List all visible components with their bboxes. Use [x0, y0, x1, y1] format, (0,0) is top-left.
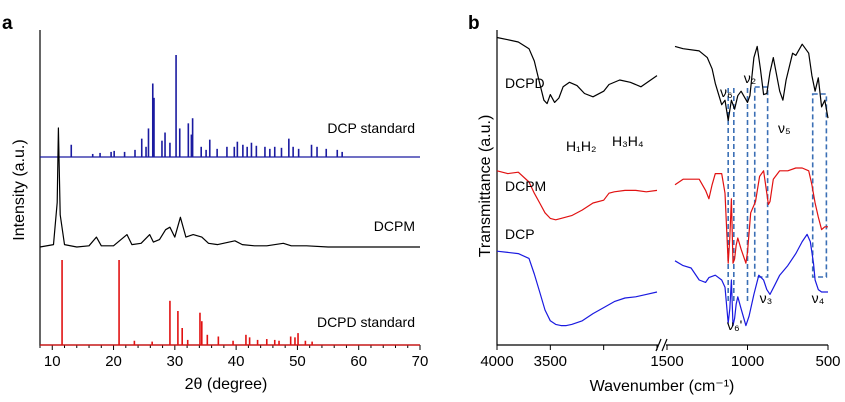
band-label-6: ν₆' — [727, 317, 742, 333]
panel-b-x-tick-label: 1000 — [731, 353, 764, 370]
band-label-2: ν₂ — [744, 70, 756, 86]
panel-b-band-labels: H₁H₂ H₃H₄ ν₆ ν₆' ν₂ ν₃ ν₅ ν₄ — [566, 70, 825, 333]
band-label-3: ν₃ — [760, 290, 773, 306]
panel-b-series: DCPD DCPM DCP — [496, 36, 829, 327]
panel-a-x-tick-label: 30 — [166, 353, 183, 370]
series-label-dcp: DCP — [505, 226, 535, 242]
panel-a-x-tick-label: 20 — [105, 353, 122, 370]
panel-b-y-axis-title: Transmittance (a.u.) — [477, 115, 494, 258]
band-label-h1h2: H₁H₂ — [566, 138, 596, 154]
band-label-h3h4: H₃H₄ — [612, 133, 644, 149]
panel-a-x-tick-label: 50 — [289, 353, 306, 370]
band-label-6: ν₆ — [720, 84, 733, 100]
series-line-dcpm-high — [496, 170, 658, 221]
panel-a-letter: a — [2, 13, 13, 34]
panel-b-axis-break-mark — [661, 338, 668, 352]
series-line-dcp-high — [496, 250, 658, 327]
panel-b-x-tick-label: 500 — [815, 353, 840, 370]
series-label-dcpd: DCPD — [505, 75, 545, 91]
series-label-dcpm: DCPM — [505, 178, 546, 194]
panel-b-x-axis-title: Wavenumber (cm⁻¹) — [590, 378, 735, 395]
series-label-dcpd-standard: DCPD standard — [317, 314, 415, 330]
series-label-dcp-standard: DCP standard — [327, 120, 415, 136]
panel-a-y-axis-title: Intensity (a.u.) — [11, 139, 28, 240]
panel-a-x-tick-label: 40 — [228, 353, 245, 370]
band-label-5: ν₅ — [778, 120, 791, 136]
series-line-dcp-low — [674, 233, 828, 327]
series-label-dcpm: DCPM — [374, 218, 415, 234]
panel-a-axis-frame — [39, 30, 420, 346]
panel-b-x-tick-label: 1500 — [650, 353, 683, 370]
panel-a-x-axis-title: 2θ (degree) — [185, 376, 268, 393]
band-guide-dashed-box — [811, 93, 828, 278]
series-line-dcpm-low — [674, 167, 828, 264]
series-line-dcpm — [39, 127, 420, 248]
panel-b-letter: b — [468, 13, 480, 34]
panel-a-x-tick-label: 60 — [350, 353, 367, 370]
panel-b-axes: 4000 3500 1500 1000 500 — [480, 30, 841, 370]
panel-a-x-tick-label: 70 — [412, 353, 429, 370]
panel-a-x-tick-label: 10 — [44, 353, 61, 370]
band-label-4: ν₄ — [812, 290, 825, 306]
panel-a-series: DCP standard DCPM DCPD standard — [39, 55, 420, 346]
series-line-dcpd-low — [674, 43, 829, 122]
series-line-dcpd-high — [496, 36, 658, 105]
panel-b-x-tick-label: 4000 — [480, 353, 513, 370]
panel-b-x-tick-label: 3500 — [534, 353, 567, 370]
